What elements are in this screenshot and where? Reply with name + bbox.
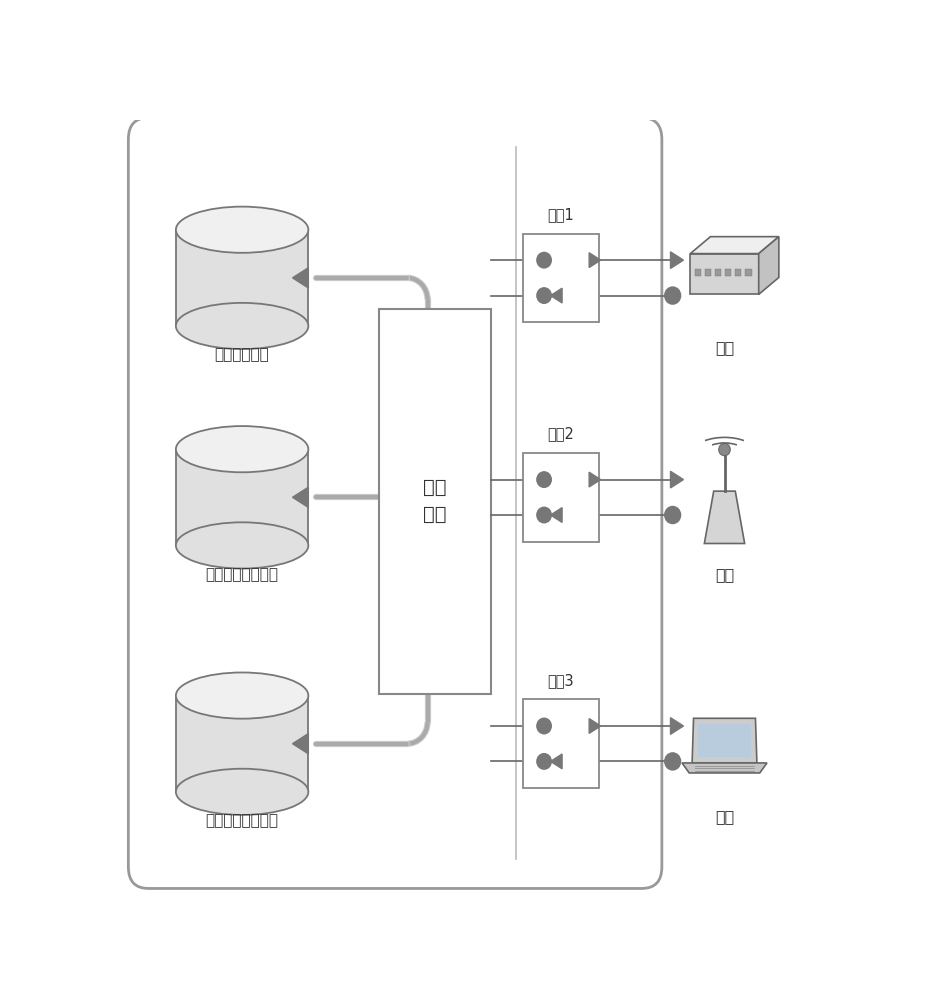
Circle shape	[535, 287, 551, 304]
Ellipse shape	[175, 303, 308, 349]
Polygon shape	[670, 718, 683, 734]
Text: 端口1: 端口1	[547, 207, 574, 222]
Polygon shape	[670, 252, 683, 268]
FancyBboxPatch shape	[694, 269, 701, 276]
Polygon shape	[588, 472, 600, 487]
Polygon shape	[292, 734, 308, 754]
Polygon shape	[175, 449, 308, 545]
FancyBboxPatch shape	[704, 269, 711, 276]
Text: 应用: 应用	[715, 809, 733, 824]
Polygon shape	[690, 254, 758, 294]
Polygon shape	[292, 268, 308, 288]
Circle shape	[535, 718, 551, 734]
Text: 等待响应存储装置: 等待响应存储装置	[205, 567, 278, 582]
Polygon shape	[758, 237, 778, 294]
Polygon shape	[588, 719, 600, 733]
FancyBboxPatch shape	[724, 269, 730, 276]
Circle shape	[535, 753, 551, 770]
Circle shape	[535, 471, 551, 488]
Polygon shape	[550, 508, 561, 522]
Polygon shape	[550, 288, 561, 303]
Ellipse shape	[175, 426, 308, 472]
Polygon shape	[175, 696, 308, 792]
Polygon shape	[681, 763, 767, 773]
Text: 端口2: 端口2	[547, 426, 574, 441]
Text: 内容缓存装置: 内容缓存装置	[214, 347, 269, 362]
Circle shape	[664, 506, 680, 524]
Polygon shape	[292, 487, 308, 507]
FancyBboxPatch shape	[744, 269, 751, 276]
Circle shape	[664, 752, 680, 771]
Polygon shape	[691, 718, 756, 763]
Ellipse shape	[175, 207, 308, 253]
Polygon shape	[588, 253, 600, 268]
Text: 转发信息存储装置: 转发信息存储装置	[205, 813, 278, 828]
FancyBboxPatch shape	[522, 453, 598, 542]
Polygon shape	[703, 491, 744, 544]
FancyBboxPatch shape	[734, 269, 741, 276]
Circle shape	[535, 252, 551, 269]
Ellipse shape	[175, 769, 308, 815]
Text: 有线: 有线	[715, 340, 733, 355]
FancyBboxPatch shape	[522, 234, 598, 322]
Circle shape	[535, 507, 551, 523]
Polygon shape	[670, 471, 683, 488]
FancyBboxPatch shape	[128, 118, 661, 888]
Ellipse shape	[175, 522, 308, 569]
FancyBboxPatch shape	[379, 309, 490, 694]
Ellipse shape	[175, 672, 308, 719]
Text: 端口3: 端口3	[547, 673, 574, 688]
Text: 无线: 无线	[715, 567, 733, 582]
Polygon shape	[550, 754, 561, 769]
Polygon shape	[697, 724, 751, 757]
Circle shape	[718, 443, 729, 456]
Polygon shape	[690, 237, 778, 254]
FancyBboxPatch shape	[714, 269, 720, 276]
FancyBboxPatch shape	[522, 699, 598, 788]
Text: 查询
装置: 查询 装置	[422, 478, 446, 524]
Polygon shape	[175, 230, 308, 326]
Circle shape	[664, 286, 680, 305]
